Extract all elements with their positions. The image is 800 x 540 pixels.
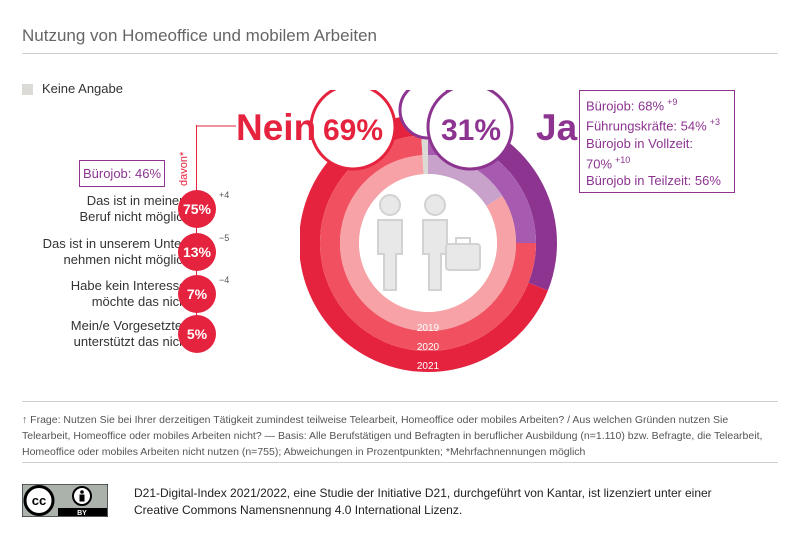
legend-label-keine-angabe: Keine Angabe — [42, 81, 123, 96]
ja-callout-delta: +10 — [615, 154, 631, 165]
cc-logo-text: cc — [32, 493, 46, 508]
nein-label: Nein — [236, 107, 317, 148]
license-text: D21-Digital-Index 2021/2022, eine Studie… — [134, 486, 712, 517]
ja-details-callout: Bürojob: 68% +9 Führungskräfte: 54% +3 Büroj… — [579, 90, 735, 193]
nein-connector — [196, 125, 236, 127]
license-divider — [22, 462, 778, 463]
ja-callout-delta: +3 — [709, 117, 720, 128]
nein-buerojob-callout: Bürojob: 46% — [79, 160, 165, 187]
reason-label: Mein/e Vorgesetzte/r unterstützt das nich… — [71, 318, 190, 350]
ja-callout-text: Führungskräfte: 54% — [586, 118, 707, 134]
ja-label: Ja — [536, 107, 578, 148]
legend-swatch-keine-angabe — [22, 84, 33, 95]
davon-text: davon* — [178, 151, 190, 186]
ja-callout-line: Bürojob in Teilzeit: 56% — [586, 172, 728, 189]
reason-label-line: möchte das nicht — [91, 294, 190, 309]
reason-label-line: Habe kein Interesse, — [70, 278, 190, 293]
page-title: Nutzung von Homeoffice und mobilem Arbei… — [22, 26, 377, 45]
ja-callout-line: Bürojob in Vollzeit: 70% +10 — [586, 135, 728, 172]
nein-value: 69% — [323, 114, 383, 147]
reason-label-line: nehmen nicht möglich — [63, 252, 190, 267]
ja-callout-delta: +9 — [667, 97, 678, 107]
davon-label: davon* — [178, 151, 190, 186]
reason-label: Habe kein Interesse, möchte das nicht — [71, 278, 190, 310]
ja-callout-line: Bürojob: 68% +9 — [586, 94, 728, 114]
ja-callout-text: Bürojob in Vollzeit: 70% — [586, 135, 693, 171]
reason-value-badge: 13% — [178, 233, 216, 271]
reason-label-line: Das ist in meinem — [86, 193, 190, 208]
people-icon — [377, 194, 481, 291]
ring-year-label: 2021 — [417, 361, 440, 372]
by-logo-text: BY — [77, 510, 87, 517]
ja-callout-text: Bürojob: 68% — [586, 98, 665, 114]
donut-chart: 69% 31% 2019 2020 2021 — [300, 90, 557, 372]
reason-change: −5 — [219, 233, 230, 243]
keine-angabe-arc-2020 — [421, 135, 428, 156]
ja-callout-line: Führungskräfte: 54% +3 — [586, 114, 728, 134]
ring-year-label: 2020 — [417, 342, 440, 353]
reason-change: +4 — [219, 190, 230, 200]
nein-value-circle — [309, 90, 397, 171]
reason-value-badge: 7% — [178, 275, 216, 313]
reason-label: Das ist in meinem Beruf nicht möglich — [79, 193, 190, 225]
ja-arc-2019 — [428, 155, 503, 207]
ja-arc-2021 — [428, 114, 557, 291]
ring-year-label: 2019 — [417, 323, 440, 334]
reason-label: Das ist in unserem Unter-nehmen nicht mö… — [43, 236, 190, 268]
reason-label-line: Das ist in unserem Unter- — [42, 236, 190, 251]
reason-change: −4 — [219, 275, 230, 285]
reason-label-line: Mein/e Vorgesetzte/r — [70, 318, 190, 333]
keine-angabe-arc-2019 — [422, 155, 428, 175]
ja-value-circle — [426, 90, 514, 171]
reason-value-badge: 75% — [178, 190, 216, 228]
reason-label-line: Beruf nicht möglich — [79, 209, 190, 224]
reason-label-line: unterstützt das nicht — [73, 334, 190, 349]
cc-by-license-logo: cc BY — [22, 484, 108, 517]
title-divider — [22, 53, 778, 54]
ja-callout-text: Bürojob in Teilzeit: 56% — [586, 172, 721, 188]
reason-value-badge: 5% — [178, 315, 216, 353]
footnote: ↑ Frage: Nutzen Sie bei Ihrer derzeitige… — [22, 414, 763, 458]
footnote-divider — [22, 401, 778, 402]
ja-value: 31% — [441, 114, 501, 147]
